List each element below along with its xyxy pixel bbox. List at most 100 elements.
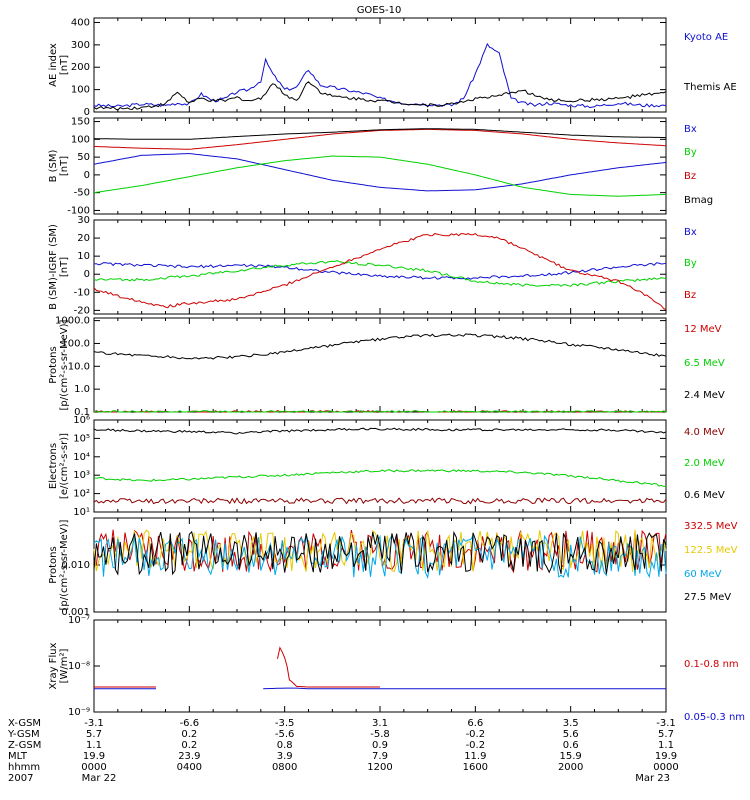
orbit-value: 0000: [653, 762, 678, 773]
orbit-value: -5.8: [370, 729, 390, 740]
orbit-value: 0.6: [563, 740, 579, 751]
legend-label: Kyoto AE: [684, 32, 728, 43]
orbit-value: 2000: [558, 762, 583, 773]
y-axis-label: [W/m²]: [59, 648, 70, 683]
y-axis-label: [e/(cm²-s-sr)]: [59, 433, 70, 499]
legend-label: Bx: [684, 124, 697, 135]
y-tick-label: 0: [84, 269, 90, 280]
y-tick-label: 10¹: [73, 507, 90, 518]
y-axis-label: B (SM)-IGRF (SM): [48, 224, 59, 310]
legend-label: 4.0 MeV: [684, 427, 725, 438]
series-by: [93, 260, 667, 287]
series-bx: [93, 262, 667, 280]
orbit-value: 0400: [177, 762, 202, 773]
series-by: [93, 155, 667, 197]
y-tick-label: 100: [71, 134, 90, 145]
orbit-value: 1600: [463, 762, 488, 773]
y-tick-label: 200: [71, 62, 90, 73]
series-12-mev: [93, 410, 667, 413]
y-tick-label: 100: [71, 85, 90, 96]
legend-label: 12 MeV: [684, 324, 722, 335]
y-axis-label: [nT]: [59, 257, 70, 277]
orbit-value: 0.9: [372, 740, 388, 751]
orbit-value: 5.7: [658, 729, 674, 740]
orbit-row-label: MLT: [8, 751, 28, 762]
legend-label: 0.05-0.3 nm: [684, 712, 745, 723]
orbit-value: -0.2: [466, 729, 486, 740]
y-tick-label: 0.010: [61, 560, 90, 571]
legend-label: Bz: [684, 171, 696, 182]
y-tick-label: -20: [74, 305, 90, 316]
series-4-0-mev: [93, 497, 667, 505]
y-axis-label: Xray Flux: [48, 642, 59, 689]
series-6-5-mev: [93, 410, 667, 413]
y-axis-label: Protons: [48, 546, 59, 583]
panel-frame: [93, 219, 667, 315]
panel-electrons: 10¹ 10² 10³ 10⁴ 10⁵ 10⁶ Electrons [e/(cm²-s-sr)…: [48, 415, 725, 518]
y-tick-label: 20: [77, 233, 90, 244]
y-tick-label: 300: [71, 40, 90, 51]
orbit-value: 0.8: [277, 740, 293, 751]
series-60-mev: [93, 534, 667, 579]
series-27-5-mev: [93, 530, 667, 576]
panel-xray: 10⁻⁹ 10⁻⁸ 10⁻⁷ Xray Flux [W/m²] 0.1-0.8 nm 0.0…: [48, 615, 745, 723]
series-bx: [93, 153, 667, 192]
orbit-value: 1.1: [658, 740, 674, 751]
y-tick-label: -100: [67, 205, 90, 216]
panel-frame: [93, 117, 667, 215]
y-tick-label: -10: [74, 287, 90, 298]
y-axis-label: Electrons: [48, 443, 59, 489]
y-tick-label: 1.0: [74, 384, 90, 395]
legend-label: By: [684, 147, 697, 158]
panel-frame: [93, 619, 667, 713]
orbit-value: 5.6: [563, 729, 579, 740]
orbit-value: -6.6: [180, 718, 200, 729]
series-0-6-mev: [93, 427, 667, 435]
orbit-value: 6.6: [467, 718, 483, 729]
orbit-row-label: 2007: [8, 773, 33, 784]
orbit-value: 23.9: [178, 751, 200, 762]
orbit-value: -3.5: [275, 718, 295, 729]
y-tick-label: 400: [71, 17, 90, 28]
panel-ae: 0 100 200 300 400 AE index [nT] Kyoto AE Themis …: [48, 17, 737, 118]
orbit-value: 0.2: [181, 729, 197, 740]
orbit-value: -3.1: [656, 718, 676, 729]
legend-label: 27.5 MeV: [684, 592, 731, 603]
panel-db: 30 20 10 0 -10 -20 B (SM)-IGRF (SM) [nT] Bx By Bz: [48, 215, 697, 316]
series-bz: [93, 233, 667, 311]
y-tick-label: 0.1: [74, 407, 90, 418]
panel-frame: [93, 517, 667, 613]
orbit-row-label: hhmm: [8, 762, 40, 773]
legend-label: By: [684, 258, 697, 269]
y-axis-label: [nT]: [59, 55, 70, 75]
series-0-1-0-8-nm: [94, 646, 380, 688]
panel-frame: [93, 17, 667, 113]
y-tick-label: 10.0: [68, 361, 90, 372]
orbit-row-label: Z-GSM: [8, 740, 41, 751]
orbit-value: 0800: [272, 762, 297, 773]
orbit-value: -3.1: [84, 718, 104, 729]
legend-label: Bz: [684, 290, 696, 301]
series-2-0-mev: [93, 469, 667, 487]
orbit-value: -0.2: [466, 740, 486, 751]
orbit-value: 19.9: [655, 751, 677, 762]
y-tick-label: 0: [84, 170, 90, 181]
panel-frame: [93, 317, 667, 413]
series-0-05-0-3-nm: [94, 687, 666, 690]
y-tick-label: 10⁻⁹: [68, 707, 90, 718]
orbit-value: 11.9: [464, 751, 486, 762]
orbit-value: 15.9: [560, 751, 582, 762]
orbit-value: 0000: [81, 762, 106, 773]
y-tick-label: 1000.0: [55, 316, 90, 327]
y-tick-label: 10⁻⁸: [68, 661, 90, 672]
y-axis-label: [p/(cm²-s-sr-MeV)]: [59, 319, 70, 410]
orbit-value: 19.9: [83, 751, 105, 762]
series-bz: [93, 128, 667, 150]
legend-label: 2.4 MeV: [684, 390, 725, 401]
y-tick-label: 50: [77, 152, 90, 163]
series-bmag: [93, 128, 667, 140]
series-2-4-mev: [93, 333, 667, 360]
series-kyoto-ae: [93, 42, 667, 109]
